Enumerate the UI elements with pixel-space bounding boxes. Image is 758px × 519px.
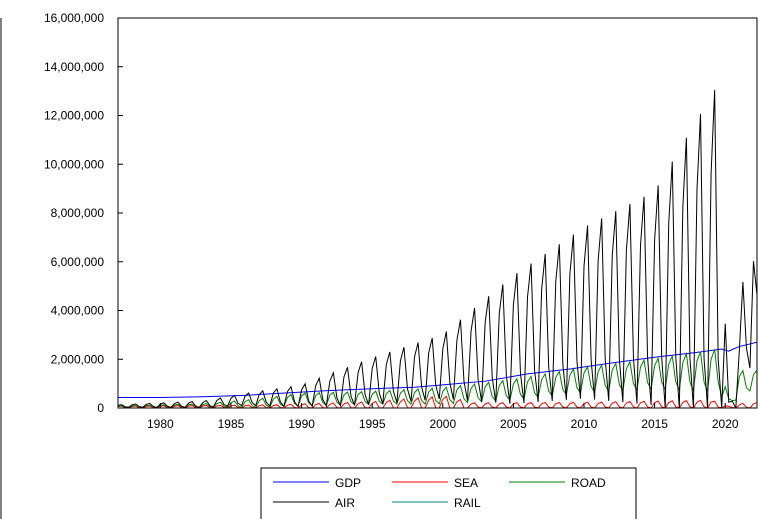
legend-item-road: ROAD [509,476,606,490]
x-tick-label: 1985 [218,417,245,431]
legend-label: ROAD [571,476,606,490]
y-tick-label: 8,000,000 [51,206,105,220]
y-tick-label: 0 [97,401,104,415]
y-tick-label: 16,000,000 [44,11,104,25]
x-tick-label: 1980 [147,417,174,431]
x-tick-label: 2010 [571,417,598,431]
y-tick-label: 2,000,000 [51,352,105,366]
series-line-air [118,90,757,408]
legend-label: GDP [335,476,361,490]
y-tick-label: 14,000,000 [44,60,104,74]
plot-area [0,17,758,519]
y-tick-label: 12,000,000 [44,109,104,123]
legend-item-gdp: GDP [273,476,361,490]
x-tick-label: 2020 [712,417,739,431]
x-tick-label: 2000 [429,417,456,431]
y-tick-label: 4,000,000 [51,304,105,318]
x-tick-label: 2005 [500,417,527,431]
y-tick-label: 10,000,000 [44,157,104,171]
legend: GDP SEA ROAD AIR RAIL [260,467,637,519]
x-tick-label: 1995 [359,417,386,431]
legend-label: RAIL [454,496,481,510]
y-axis: 0 2,000,000 4,000,000 6,000,000 8,000,000 10,… [44,11,123,415]
y-tick-label: 6,000,000 [51,255,105,269]
series-lines [118,90,757,408]
x-axis: 1980 1985 1990 1995 2000 2005 2010 2015 2020 [147,403,739,431]
series-line-road [118,349,757,408]
x-tick-label: 2015 [641,417,668,431]
legend-item-sea: SEA [392,476,478,490]
legend-label: SEA [454,476,478,490]
x-tick-label: 1990 [288,417,315,431]
legend-item-air: AIR [273,496,355,510]
legend-label: AIR [335,496,355,510]
legend-item-rail: RAIL [392,496,481,510]
legend-box [260,467,637,519]
